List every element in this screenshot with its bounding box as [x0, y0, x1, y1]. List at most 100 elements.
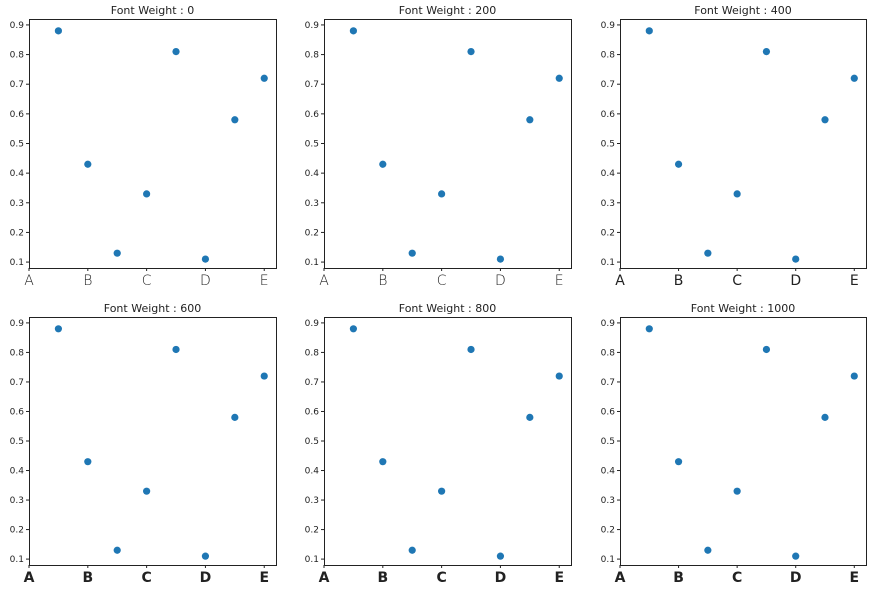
data-point: [526, 413, 534, 421]
y-tick-label: 0.6: [601, 110, 616, 120]
y-tick-label: 0.3: [601, 199, 615, 209]
plot-frame: [29, 19, 277, 269]
y-tick-label: 0.7: [601, 378, 615, 388]
subplot-title: Font Weight : 0: [111, 4, 194, 17]
y-tick-label: 0.2: [601, 526, 615, 536]
y-tick-label: 0.1: [305, 555, 319, 565]
data-point: [762, 345, 771, 354]
data-point: [645, 325, 653, 333]
x-tick-label: A: [615, 570, 626, 586]
data-point: [143, 190, 151, 198]
y-tick-label: 0.6: [601, 407, 616, 417]
x-tick-label: A: [615, 273, 625, 289]
x-tick-label: D: [495, 570, 507, 586]
data-point: [792, 255, 800, 263]
y-tick-label: 0.2: [10, 228, 24, 238]
y-tick-label: 0.5: [305, 437, 319, 447]
subplot-4: Font Weight : 600 0.1 0.2 0.3 0.4 0.5 0.6 0.7 0.…: [10, 302, 277, 586]
y-tick-label: 0.6: [305, 110, 320, 120]
y-tick-label: 0.7: [10, 80, 24, 90]
x-tick-label: C: [436, 570, 446, 586]
y-tick-label: 0.4: [601, 169, 616, 179]
x-tick-label: E: [554, 570, 564, 586]
data-point: [84, 160, 92, 168]
y-tick-label: 0.9: [305, 21, 320, 31]
data-point: [467, 48, 475, 56]
plot-frame: [324, 19, 572, 269]
y-tick-label: 0.9: [10, 21, 25, 31]
data-point: [762, 48, 771, 56]
data-point: [379, 458, 387, 466]
data-point: [349, 27, 358, 35]
y-tick-label: 0.9: [10, 319, 25, 329]
y-tick-label: 0.5: [305, 140, 319, 150]
x-tick-label: B: [83, 273, 92, 289]
data-point: [143, 487, 151, 495]
data-point: [733, 487, 741, 495]
data-point: [674, 160, 683, 168]
data-point: [231, 116, 239, 124]
y-tick-label: 0.6: [305, 407, 320, 417]
data-point: [704, 249, 712, 257]
x-tick-label: E: [260, 273, 269, 289]
y-tick-label: 0.3: [10, 496, 24, 506]
y-tick-label: 0.1: [10, 258, 24, 268]
data-point: [467, 345, 475, 354]
x-tick-label: D: [790, 273, 801, 289]
y-tick-label: 0.4: [10, 467, 25, 477]
data-point: [113, 249, 121, 257]
x-tick-label: C: [732, 570, 742, 586]
y-tick-label: 0.3: [305, 496, 319, 506]
x-tick-label: D: [200, 273, 211, 289]
plot-frame: [620, 19, 867, 269]
data-point: [231, 413, 239, 421]
data-point: [821, 413, 829, 421]
data-point: [821, 116, 829, 124]
data-point: [555, 74, 563, 82]
subplot-title: Font Weight : 800: [399, 302, 496, 315]
data-point: [438, 487, 446, 495]
plot-frame: [620, 317, 867, 566]
subplot-title: Font Weight : 400: [694, 4, 791, 17]
y-tick-label: 0.9: [601, 319, 616, 329]
data-point: [408, 249, 416, 257]
y-tick-label: 0.4: [305, 467, 320, 477]
y-tick-label: 0.6: [10, 407, 25, 417]
data-point: [850, 74, 858, 82]
y-tick-label: 0.8: [10, 51, 25, 61]
data-point: [704, 546, 712, 554]
data-point: [496, 552, 505, 560]
y-tick-label: 0.3: [601, 496, 615, 506]
x-tick-label: D: [790, 570, 802, 586]
data-point: [84, 458, 92, 466]
data-point: [201, 552, 210, 560]
y-tick-label: 0.9: [305, 319, 320, 329]
y-tick-label: 0.1: [10, 555, 24, 565]
subplot-5: Font Weight : 800 0.1 0.2 0.3 0.4 0.5 0.6 0.7 0.…: [305, 302, 572, 586]
y-tick-label: 0.2: [305, 228, 319, 238]
data-point: [645, 27, 653, 35]
subplot-6: Font Weight : 1000 0.1 0.2 0.3 0.4 0.5 0.6 0.7 0…: [601, 302, 867, 586]
y-tick-label: 0.1: [601, 555, 615, 565]
y-tick-label: 0.7: [10, 378, 24, 388]
x-tick-label: B: [82, 570, 93, 586]
y-tick-label: 0.7: [305, 378, 319, 388]
x-tick-label: B: [674, 273, 684, 289]
y-tick-label: 0.8: [601, 348, 616, 358]
y-tick-label: 0.8: [10, 348, 25, 358]
x-tick-label: C: [141, 570, 151, 586]
subplot-title: Font Weight : 200: [399, 4, 496, 17]
data-point: [379, 160, 387, 168]
y-tick-label: 0.2: [10, 526, 24, 536]
data-point: [54, 27, 63, 35]
subplot-1: Font Weight : 0 0.1 0.2 0.3 0.4 0.5 0.6 0.7 0.8 0…: [10, 4, 277, 289]
plot-frame: [324, 317, 572, 566]
data-point: [408, 546, 416, 554]
x-tick-label: B: [378, 273, 387, 289]
y-tick-label: 0.8: [601, 51, 616, 61]
y-tick-label: 0.4: [305, 169, 320, 179]
y-tick-label: 0.4: [601, 467, 616, 477]
x-tick-label: A: [24, 570, 35, 586]
y-tick-label: 0.9: [601, 21, 616, 31]
x-tick-label: D: [495, 273, 506, 289]
